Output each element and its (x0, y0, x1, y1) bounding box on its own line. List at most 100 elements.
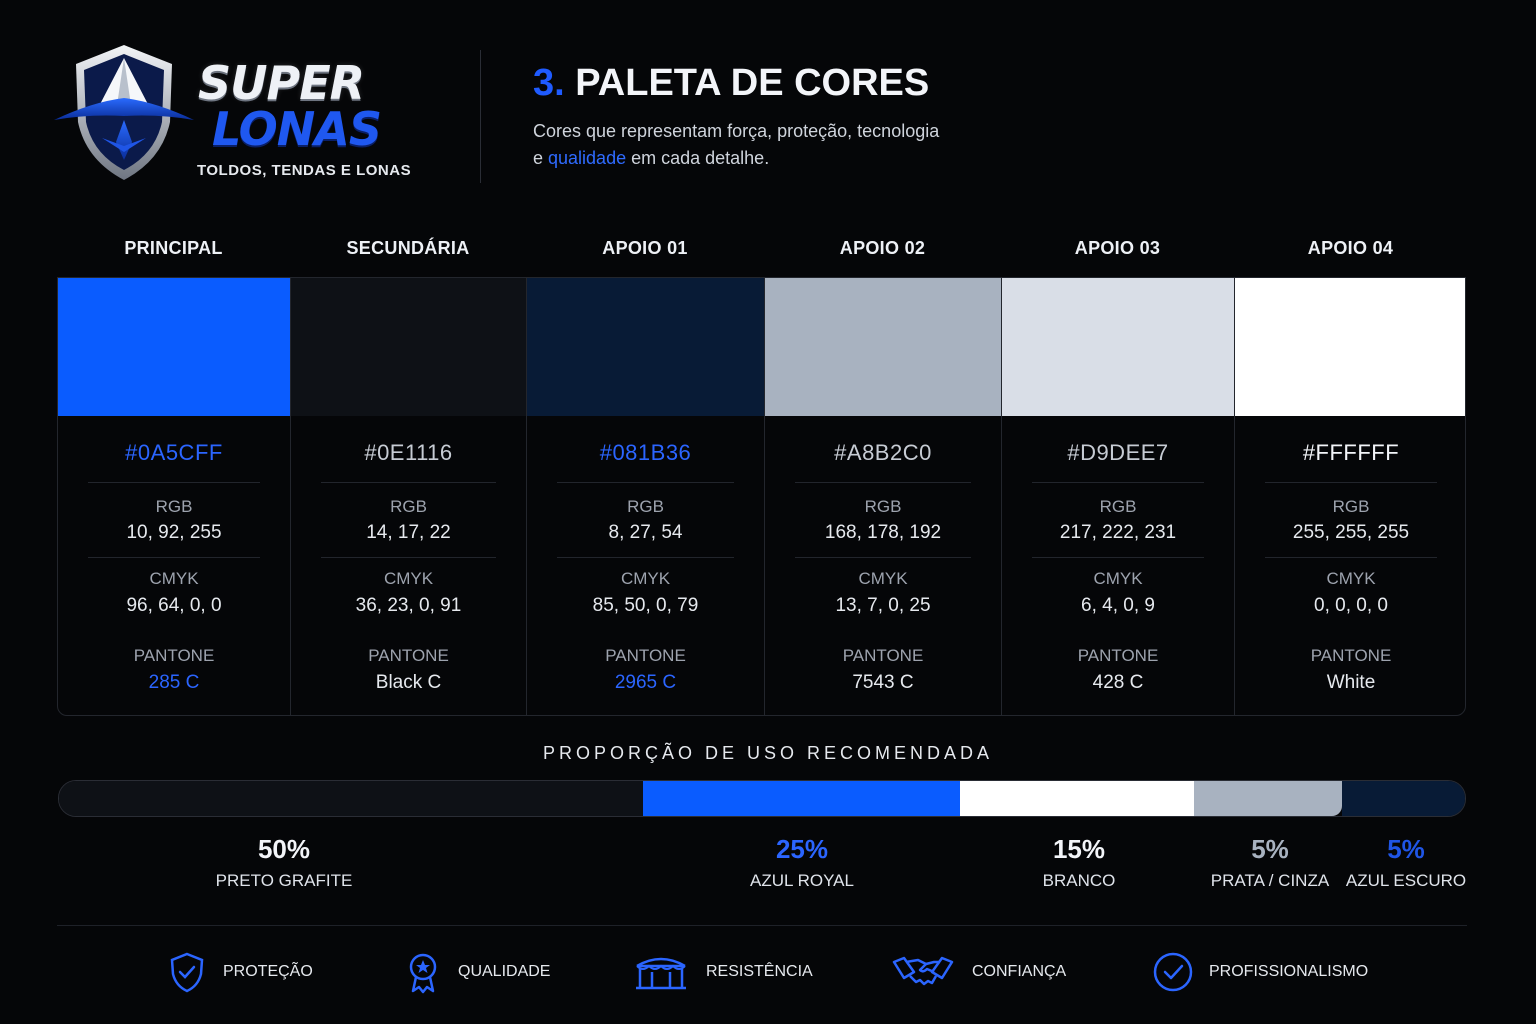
color-swatch (1002, 278, 1234, 416)
divider (321, 482, 496, 483)
value-label: RESISTÊNCIA (706, 963, 813, 980)
palette-column-apoio-01: #081B36 RGB 8, 27, 54 CMYK 85, 50, 0, 79… (527, 278, 765, 715)
value-confianca: CONFIANÇA (892, 950, 1092, 994)
proportion-label-branco: BRANCO (1042, 871, 1116, 890)
pantone-value: White (1326, 672, 1376, 693)
pantone-value: Black C (375, 672, 442, 693)
rgb-label: RGB (1099, 497, 1137, 516)
rgb-value: 14, 17, 22 (366, 522, 451, 543)
subtitle-highlight: qualidade (548, 148, 627, 168)
color-info: #081B36 RGB 8, 27, 54 CMYK 85, 50, 0, 79… (527, 416, 764, 715)
title-number: 3. (533, 62, 565, 104)
proportion-percent-branco: 15% (1052, 834, 1106, 864)
tent-icon (636, 957, 686, 990)
divider (1265, 557, 1437, 558)
pantone-value: 7543 C (852, 672, 914, 693)
proportion-percent-azul-escuro: 5% (1387, 834, 1425, 864)
divider (88, 482, 260, 483)
brand-name-bottom: LONAS (212, 102, 382, 156)
proportion-percent-prata-cinza: 5% (1251, 834, 1289, 864)
palette-column-secundaria: #0E1116 RGB 14, 17, 22 CMYK 36, 23, 0, 9… (291, 278, 527, 715)
hex-code: #0E1116 (364, 440, 453, 465)
divider (1265, 482, 1437, 483)
rgb-value: 10, 92, 255 (126, 522, 222, 543)
rgb-value: 217, 222, 231 (1059, 522, 1177, 543)
palette-heading-apoio-03: APOIO 03 (1074, 238, 1161, 258)
pantone-value: 285 C (148, 672, 200, 693)
award-badge-icon (409, 953, 437, 994)
value-qualidade: QUALIDADE (402, 950, 602, 994)
palette-heading-apoio-01: APOIO 01 (602, 238, 688, 258)
divider (88, 557, 260, 558)
subtitle-pre: e (533, 148, 549, 168)
rgb-label: RGB (627, 497, 664, 516)
subtitle-post: em cada detalhe. (626, 148, 770, 168)
pantone-value: 428 C (1092, 672, 1144, 693)
color-palette: #0A5CFF RGB 10, 92, 255 CMYK 96, 64, 0, … (57, 277, 1466, 716)
cmyk-label: CMYK (383, 569, 434, 588)
value-label: PROTEÇÃO (223, 963, 313, 980)
palette-heading-principal: PRINCIPAL (124, 238, 223, 258)
pantone-label: PANTONE (133, 646, 215, 665)
color-swatch (58, 278, 290, 416)
cmyk-value: 13, 7, 0, 25 (835, 595, 931, 616)
check-circle-icon (1153, 952, 1193, 992)
brand-tagline: TOLDOS, TENDAS E LONAS (197, 162, 412, 179)
palette-heading-apoio-02: APOIO 02 (839, 238, 926, 258)
section-divider (57, 925, 1467, 926)
divider (1032, 557, 1204, 558)
cmyk-value: 0, 0, 0, 0 (1314, 595, 1388, 616)
cmyk-value: 85, 50, 0, 79 (592, 595, 699, 616)
pantone-label: PANTONE (368, 646, 449, 665)
value-profissionalismo: PROFISSIONALISMO (1152, 950, 1382, 994)
cmyk-label: CMYK (858, 569, 908, 588)
rgb-label: RGB (864, 497, 902, 516)
pantone-value: 2965 C (614, 672, 677, 693)
palette-column-apoio-03: #D9DEE7 RGB 217, 222, 231 CMYK 6, 4, 0, … (1002, 278, 1235, 715)
divider (1032, 482, 1204, 483)
proportion-segment-branco (959, 781, 1195, 816)
palette-column-apoio-02: #A8B2C0 RGB 168, 178, 192 CMYK 13, 7, 0,… (765, 278, 1002, 715)
proportion-percent-preto-grafite: 50% (257, 834, 311, 864)
proportion-segment-azul-royal (643, 781, 960, 816)
shield-check-icon (170, 952, 204, 993)
proportion-segment-azul-escuro (1342, 781, 1465, 816)
palette-heading-apoio-04: APOIO 04 (1307, 238, 1394, 258)
rgb-value: 255, 255, 255 (1292, 522, 1410, 543)
proportion-segment-preto-grafite (59, 781, 644, 816)
proportion-label-azul-escuro: AZUL ESCURO (1345, 871, 1467, 890)
color-swatch (765, 278, 1001, 416)
cmyk-label: CMYK (1326, 569, 1376, 588)
handshake-icon (892, 956, 954, 986)
page-subtitle: Cores que representam força, proteção, t… (533, 118, 1053, 172)
value-label: CONFIANÇA (972, 963, 1067, 980)
divider (557, 482, 734, 483)
rgb-label: RGB (1332, 497, 1370, 516)
proportion-label-prata-cinza: PRATA / CINZA (1210, 871, 1330, 890)
color-info: #D9DEE7 RGB 217, 222, 231 CMYK 6, 4, 0, … (1002, 416, 1234, 715)
divider (321, 557, 496, 558)
divider (795, 557, 971, 558)
proportion-label-preto-grafite: PRETO GRAFITE (215, 871, 353, 890)
hex-code: #D9DEE7 (1067, 440, 1169, 465)
proportion-percent-azul-royal: 25% (775, 834, 829, 864)
cmyk-label: CMYK (149, 569, 199, 588)
rgb-label: RGB (155, 497, 193, 516)
value-protecao: PROTEÇÃO (166, 950, 366, 994)
color-info: #FFFFFF RGB 255, 255, 255 CMYK 0, 0, 0, … (1235, 416, 1465, 715)
pantone-label: PANTONE (842, 646, 924, 665)
rgb-value: 8, 27, 54 (608, 522, 683, 543)
color-swatch (527, 278, 764, 416)
palette-column-principal: #0A5CFF RGB 10, 92, 255 CMYK 96, 64, 0, … (58, 278, 291, 715)
hex-code: #0A5CFF (125, 440, 223, 465)
rgb-label: RGB (390, 497, 427, 516)
pantone-label: PANTONE (1310, 646, 1392, 665)
value-resistencia: RESISTÊNCIA (634, 950, 844, 994)
pantone-label: PANTONE (1077, 646, 1159, 665)
proportion-bar (58, 780, 1466, 817)
cmyk-value: 36, 23, 0, 91 (355, 595, 462, 616)
color-info: #0A5CFF RGB 10, 92, 255 CMYK 96, 64, 0, … (58, 416, 290, 715)
header-divider (480, 50, 481, 183)
proportion-title: PROPORÇÃO DE USO RECOMENDADA (542, 743, 994, 763)
cmyk-label: CMYK (620, 569, 671, 588)
